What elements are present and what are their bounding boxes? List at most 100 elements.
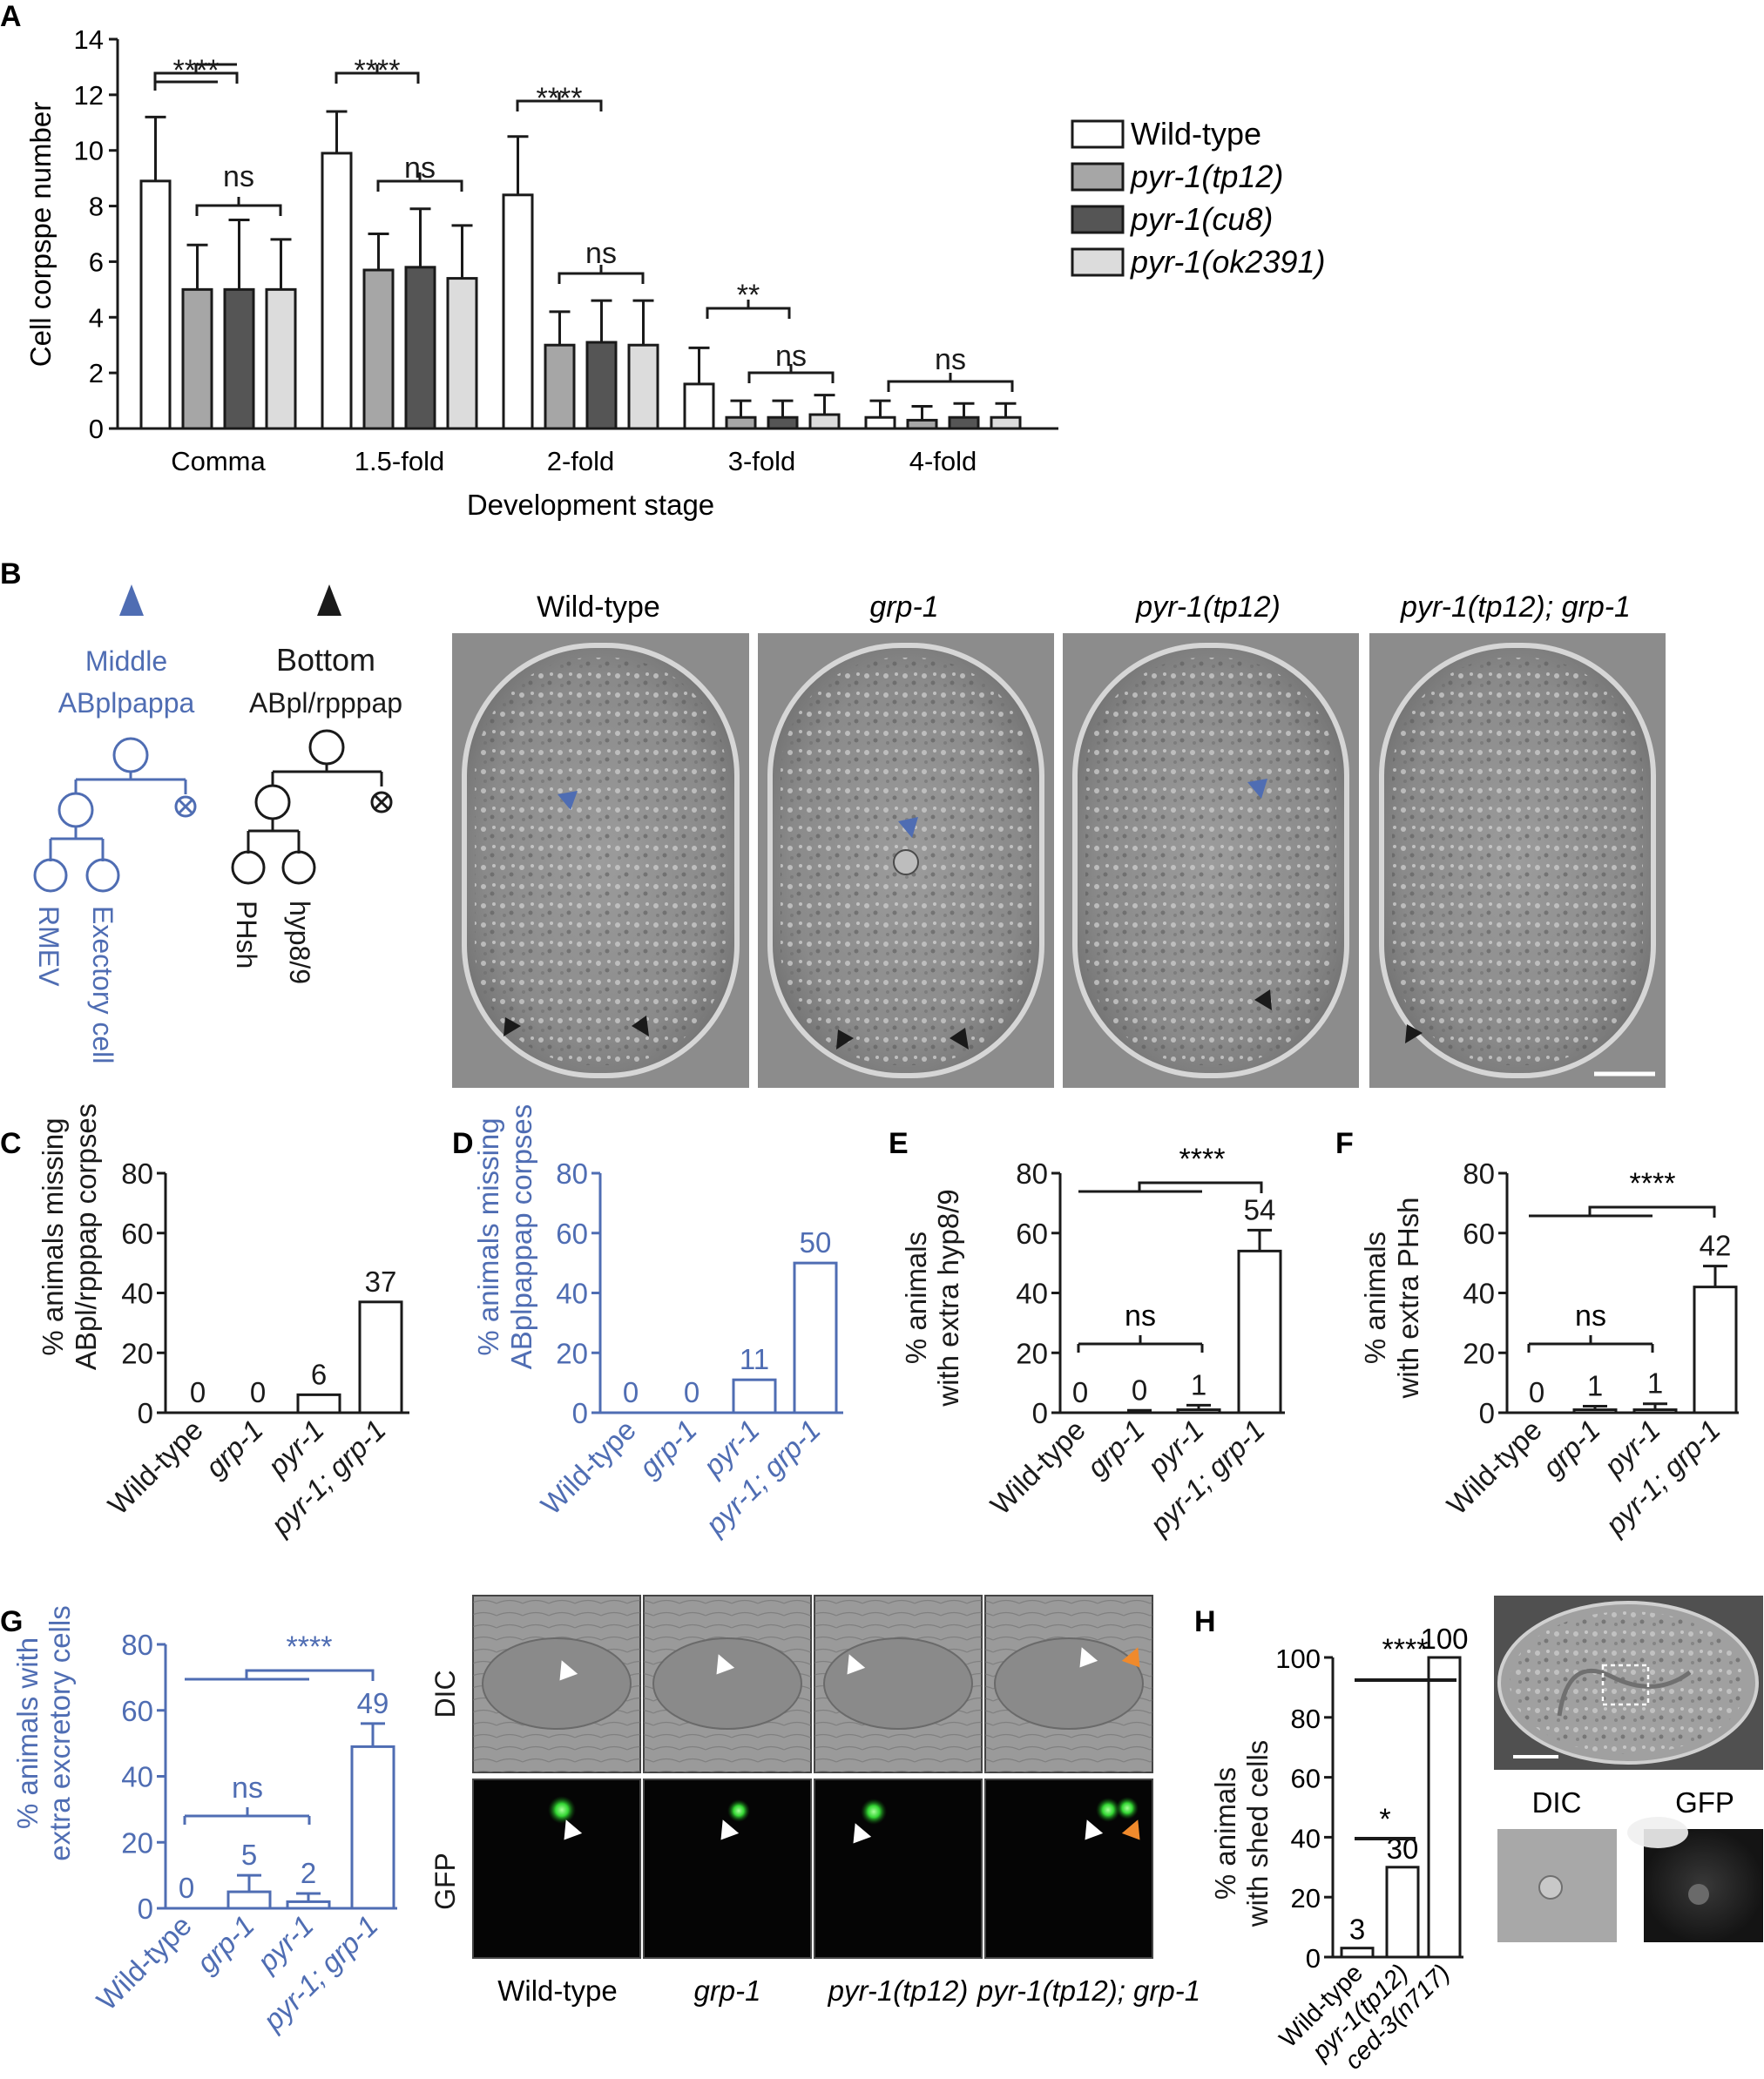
a-x-tick-label: 3-fold xyxy=(728,446,796,476)
g-y-tick-label: 60 xyxy=(121,1695,153,1727)
e-value-label: 1 xyxy=(1191,1368,1206,1401)
h-bar xyxy=(1340,1947,1375,1959)
a-y-tick-label: 10 xyxy=(74,136,104,166)
d-x-tick-label: grp-1 xyxy=(632,1414,703,1484)
h-inset-dic-label: DIC xyxy=(1532,1786,1582,1819)
h-y-tick-label: 40 xyxy=(1291,1823,1321,1853)
c-bar xyxy=(237,1412,279,1413)
panel-a: A 0 2 4 6 8 10 12 14 Cell corpspe number Developm… xyxy=(0,0,1325,521)
h-y-tick-label: 0 xyxy=(1306,1943,1321,1974)
g-row-dic: DIC xyxy=(429,1670,461,1718)
g-caption-wildtype: Wild-type xyxy=(497,1974,618,2007)
g-ylabel-line1: % animals with xyxy=(11,1637,44,1829)
panel-h-letter: H xyxy=(1194,1605,1216,1638)
d-bar xyxy=(732,1378,777,1414)
h-sig-small: * xyxy=(1379,1803,1390,1836)
f-bar xyxy=(1632,1408,1678,1414)
c-y-tick-label: 40 xyxy=(121,1278,153,1310)
e-value-label: 0 xyxy=(1132,1374,1147,1406)
h-embryo-image xyxy=(1494,1596,1763,1770)
middle-label: Middle xyxy=(85,645,167,677)
g-bar xyxy=(350,1745,395,1910)
white-arrowhead-icon xyxy=(716,1654,735,1675)
white-arrowhead-icon xyxy=(564,1819,583,1840)
g-significance-lines xyxy=(183,1669,375,1825)
chart-a-significance-lines xyxy=(153,63,1014,392)
legend-swatch-wildtype xyxy=(1071,119,1125,149)
panel-f-letter: F xyxy=(1335,1127,1354,1160)
black-arrowhead-icon xyxy=(504,1017,521,1036)
g-y-tick-label: 20 xyxy=(121,1826,153,1859)
e-ylabel-line2: with extra hyp8/9 xyxy=(932,1189,964,1407)
black-arrowhead-icon xyxy=(1254,989,1272,1010)
orange-arrowhead-icon xyxy=(1121,1647,1140,1668)
legend-label-ok2391: pyr-1(ok2391) xyxy=(1130,244,1325,280)
c-value-label: 37 xyxy=(365,1266,397,1298)
h-sig-top: **** xyxy=(1382,1633,1429,1666)
f-y-tick-label: 20 xyxy=(1463,1337,1495,1369)
panel-b: B Middle ABplpappa RMEV Exectory cell Bo… xyxy=(0,557,1666,1088)
sig-fold4-ns: ns xyxy=(935,343,966,376)
blue-arrowhead-icon xyxy=(119,584,144,616)
legend-swatch-tp12 xyxy=(1071,162,1125,192)
e-x-tick-label: Wild-type xyxy=(984,1414,1092,1521)
f-ylabel-line2: with extra PHsh xyxy=(1392,1197,1424,1399)
f-value-label: 1 xyxy=(1647,1367,1663,1400)
panel-d-letter: D xyxy=(452,1127,474,1160)
chart-a-legend: Wild-type pyr-1(tp12) pyr-1(cu8) pyr-1(o… xyxy=(1071,116,1325,280)
a-y-tick-label: 12 xyxy=(74,80,104,111)
e-y-tick-label: 60 xyxy=(1016,1218,1048,1250)
white-arrowhead-icon xyxy=(720,1819,740,1840)
a-x-tick-label: 1.5-fold xyxy=(355,446,444,476)
sig-comma-top: **** xyxy=(173,54,220,87)
d-y-tick-label: 60 xyxy=(556,1218,588,1250)
a-y-tick-label: 4 xyxy=(89,302,104,333)
a-y-tick-label: 8 xyxy=(89,192,104,222)
legend-swatch-ok2391 xyxy=(1071,247,1125,277)
a-bar xyxy=(864,415,896,430)
panel-e: E % animals with extra hyp8/9 0 20 40 60 80 0… xyxy=(889,1127,1285,1542)
d-value-label: 11 xyxy=(740,1343,769,1375)
e-x-tick-label: grp-1 xyxy=(1080,1414,1151,1484)
a-bar xyxy=(585,341,618,430)
panel-d: D % animals missing ABplpappap corpses 0… xyxy=(452,1104,843,1542)
f-sig-top: **** xyxy=(1630,1167,1676,1200)
f-y-tick-label: 80 xyxy=(1463,1158,1495,1190)
panel-g: G % animals with extra excretory cells 0… xyxy=(0,1595,1200,2037)
panel-b-letter: B xyxy=(0,557,22,591)
chart-e: 0204060800Wild-type0grp-11pyr-154pyr-1; … xyxy=(984,1158,1285,1542)
g-caption-pyr1: pyr-1(tp12) xyxy=(828,1974,969,2007)
f-y-tick-label: 60 xyxy=(1463,1218,1495,1250)
panel-a-letter: A xyxy=(0,0,22,33)
b-micrograph-wildtype xyxy=(452,633,749,1088)
a-bar xyxy=(404,266,436,430)
e-value-label: 54 xyxy=(1244,1193,1276,1225)
c-bar xyxy=(358,1300,403,1414)
h-inset-dic xyxy=(1497,1829,1617,1942)
sig-fold3-ns: ns xyxy=(775,340,807,373)
f-value-label: 0 xyxy=(1529,1376,1544,1408)
a-bar xyxy=(139,179,172,430)
a-bar xyxy=(627,343,659,430)
chart-c: 0204060800Wild-type0grp-16pyr-137pyr-1; … xyxy=(102,1158,409,1542)
c-x-tick-label: Wild-type xyxy=(102,1414,209,1521)
c-y-tick-label: 20 xyxy=(121,1337,153,1369)
sig-fold2-top: **** xyxy=(537,82,583,115)
white-arrowhead-icon xyxy=(847,1654,866,1675)
e-value-label: 0 xyxy=(1072,1376,1088,1408)
g-row-gfp: GFP xyxy=(429,1853,461,1910)
chart-g: 0204060800Wild-type5grp-12pyr-149pyr-1; … xyxy=(91,1629,397,2037)
f-value-label: 1 xyxy=(1587,1369,1603,1401)
a-bar xyxy=(725,415,757,430)
b-title-double: pyr-1(tp12); grp-1 xyxy=(1400,591,1631,624)
c-bar xyxy=(296,1393,341,1414)
e-bar xyxy=(1059,1412,1101,1413)
a-bar xyxy=(362,268,395,430)
g-y-tick-label: 80 xyxy=(121,1629,153,1661)
g-bar xyxy=(286,1900,331,1910)
sig-fold15-ns: ns xyxy=(404,152,436,185)
e-y-tick-label: 80 xyxy=(1016,1158,1048,1190)
bottom-label: Bottom xyxy=(276,642,375,678)
d-bar xyxy=(671,1412,713,1413)
f-significance-lines xyxy=(1527,1205,1716,1353)
